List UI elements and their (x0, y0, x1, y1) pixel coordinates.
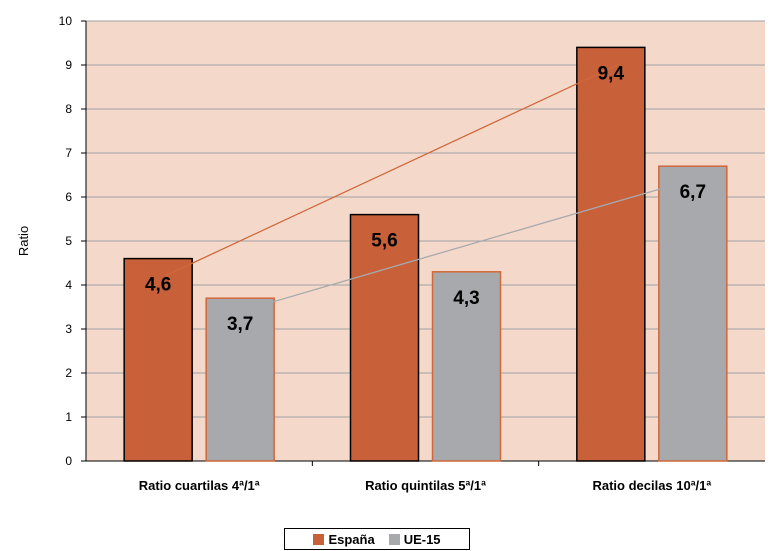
data-labels: 4,6 3,7 5,6 4,3 9,4 6,7 (145, 63, 706, 335)
gridlines (86, 20, 765, 418)
legend: España UE-15 (284, 528, 470, 550)
bar-ue15 (431, 271, 502, 462)
trendline-ue15 (246, 176, 701, 310)
y-tick-label: 2 (65, 366, 72, 380)
trendline-espana (164, 64, 619, 277)
bar-espana (123, 257, 193, 462)
data-label: 6,7 (680, 182, 706, 203)
legend-item-espana: España (313, 531, 375, 547)
y-tick-label: 4 (65, 278, 72, 292)
bars (123, 46, 728, 462)
bar-ue15 (205, 297, 275, 462)
legend-label-espana: España (328, 531, 375, 547)
legend-item-ue15: UE-15 (388, 531, 441, 547)
x-axis-categories: Ratio cuartilas 4ª/1ª Ratio quintilas 5ª/… (139, 461, 711, 493)
data-label: 9,4 (598, 63, 625, 84)
bar-ue15 (658, 165, 728, 462)
legend-swatch-ue15 (388, 533, 400, 545)
y-axis-title: Ratio (16, 226, 31, 256)
category-label: Ratio decilas 10ª/1ª (592, 478, 711, 493)
data-label: 5,6 (371, 231, 397, 252)
bar-espana (576, 46, 646, 462)
legend-label-ue15: UE-15 (403, 531, 441, 547)
y-tick-label: 7 (65, 146, 72, 160)
data-label: 4,6 (145, 275, 171, 296)
y-tick-label: 10 (59, 14, 73, 28)
y-tick-label: 1 (65, 410, 72, 424)
data-label: 3,7 (227, 314, 253, 335)
legend-swatch-espana (313, 533, 325, 545)
y-tick-label: 3 (65, 322, 72, 336)
category-label: Ratio quintilas 5ª/1ª (365, 478, 486, 493)
y-tick-label: 0 (65, 454, 72, 468)
bar-espana (349, 213, 420, 462)
data-label: 4,3 (453, 288, 479, 309)
y-axis-ticks: 0 1 2 3 4 5 6 7 8 9 10 (59, 14, 86, 468)
category-label: Ratio cuartilas 4ª/1ª (139, 478, 260, 493)
y-tick-label: 5 (65, 234, 72, 248)
trendlines (164, 64, 701, 310)
y-tick-label: 8 (65, 102, 72, 116)
y-tick-label: 6 (65, 190, 72, 204)
y-tick-label: 9 (65, 58, 72, 72)
